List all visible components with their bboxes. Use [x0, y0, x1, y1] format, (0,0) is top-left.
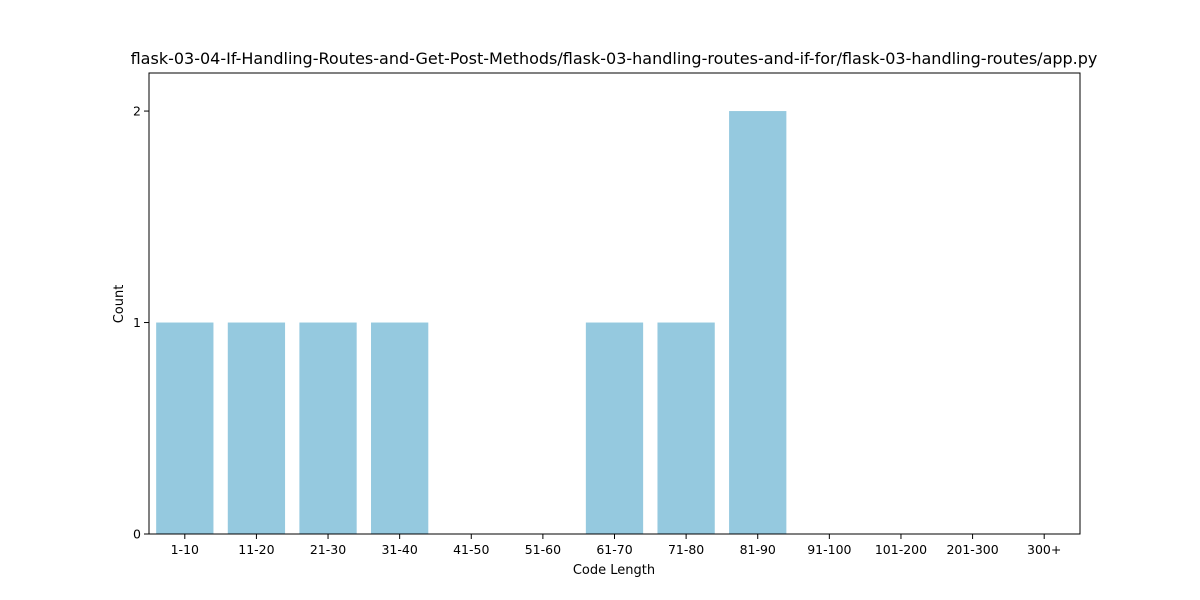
- y-tick-label: 0: [133, 527, 141, 542]
- y-axis-label: Count: [112, 285, 127, 324]
- x-tick-label: 71-80: [668, 542, 704, 557]
- x-tick-label: 21-30: [310, 542, 346, 557]
- bar-81-90: [729, 111, 787, 534]
- x-axis-ticks: 1-10 11-20 21-30 31-40 41-50 51-60 61-70 71-80 8…: [171, 534, 1061, 557]
- x-tick-label: 51-60: [525, 542, 561, 557]
- x-tick-label: 81-90: [740, 542, 776, 557]
- bars: [156, 111, 787, 534]
- x-axis-label: Code Length: [573, 563, 655, 578]
- bar-31-40: [371, 322, 429, 534]
- bar-11-20: [227, 322, 286, 534]
- y-tick-label: 1: [133, 315, 141, 330]
- bar-1-10: [156, 322, 214, 534]
- bar-61-70: [585, 322, 644, 534]
- x-tick-label: 11-20: [238, 542, 274, 557]
- x-tick-label: 61-70: [596, 542, 632, 557]
- bar-21-30: [299, 322, 357, 534]
- y-tick-label: 2: [133, 104, 141, 119]
- x-tick-label: 91-100: [807, 542, 851, 557]
- x-tick-label: 300+: [1027, 542, 1061, 557]
- x-tick-label: 31-40: [381, 542, 417, 557]
- bar-71-80: [657, 322, 715, 534]
- x-tick-label: 101-200: [875, 542, 927, 557]
- chart-title: flask-03-04-If-Handling-Routes-and-Get-P…: [131, 49, 1098, 68]
- x-tick-label: 1-10: [171, 542, 199, 557]
- x-tick-label: 201-300: [946, 542, 998, 557]
- y-axis-ticks: 0 1 2: [133, 104, 149, 542]
- x-tick-label: 41-50: [453, 542, 489, 557]
